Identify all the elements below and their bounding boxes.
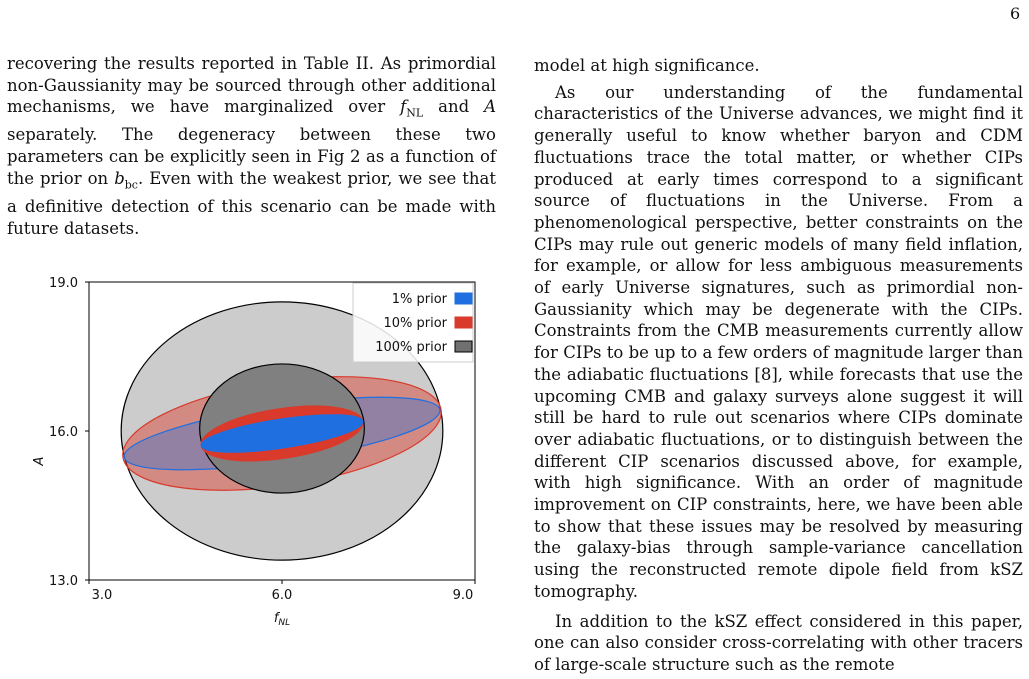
y-tick-label: 19.0 bbox=[49, 276, 78, 291]
fnl-subscript: NL bbox=[406, 106, 424, 120]
right-column: model at high significance. As our under… bbox=[534, 55, 1023, 676]
b-symbol: b bbox=[114, 168, 125, 188]
ellipse-layer bbox=[120, 301, 444, 561]
text-run: recovering the results reported in Table… bbox=[7, 54, 496, 117]
fnl-symbol: f bbox=[400, 97, 407, 117]
x-tick-label: 3.0 bbox=[92, 588, 113, 603]
text-run: separately. The degeneracy between these… bbox=[7, 125, 496, 188]
y-tick-label: 13.0 bbox=[49, 574, 78, 589]
b-subscript: bc bbox=[124, 178, 138, 192]
legend-swatch bbox=[454, 340, 473, 353]
tick-layer: 3.0 6.0 9.0 13.0 16.0 19.0 bbox=[49, 276, 476, 603]
page-number: 6 bbox=[1010, 4, 1021, 23]
legend-label: 10% prior bbox=[383, 316, 447, 331]
a-symbol: A bbox=[484, 97, 496, 117]
y-tick-label: 16.0 bbox=[49, 425, 78, 440]
left-column: recovering the results reported in Table… bbox=[7, 53, 496, 239]
legend-swatch bbox=[454, 316, 473, 329]
x-axis-label-subscript: NL bbox=[278, 618, 290, 628]
legend: 1% prior 10% prior 100% prior bbox=[352, 282, 474, 363]
x-tick-label: 6.0 bbox=[272, 588, 293, 603]
figure-2-plot: 3.0 6.0 9.0 13.0 16.0 19.0 A fNL 1% prior 10% … bbox=[32, 276, 476, 628]
legend-label: 1% prior bbox=[392, 292, 448, 307]
x-axis-label: fNL bbox=[274, 611, 290, 628]
contour-ellipse-5 bbox=[200, 414, 364, 453]
legend-box bbox=[352, 282, 474, 363]
legend-label: 100% prior bbox=[375, 340, 447, 355]
text-run: . Even with the weakest prior, we see th… bbox=[7, 168, 496, 238]
text-run: and bbox=[423, 97, 485, 117]
x-axis-label-symbol: f bbox=[274, 611, 281, 626]
x-tick-label: 9.0 bbox=[453, 588, 474, 603]
left-paragraph: recovering the results reported in Table… bbox=[7, 53, 496, 239]
right-paragraph-2: In addition to the kSZ effect considered… bbox=[534, 611, 1023, 674]
right-paragraph-1: As our understanding of the fundamental … bbox=[534, 82, 1023, 601]
legend-swatch bbox=[454, 292, 473, 305]
right-paragraph-0: model at high significance. bbox=[534, 56, 760, 75]
y-axis-label: A bbox=[32, 457, 47, 467]
